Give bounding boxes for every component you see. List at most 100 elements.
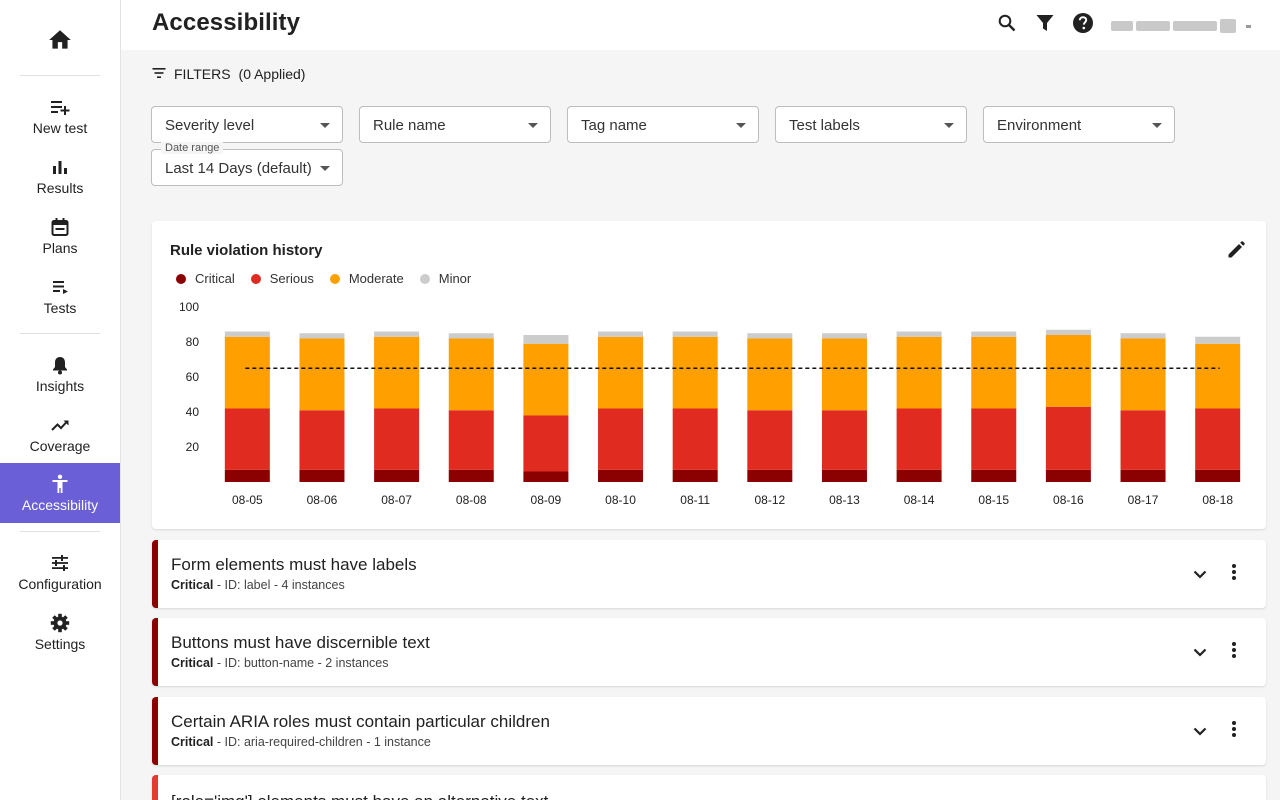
chevron-down-icon [1245, 17, 1253, 35]
rule-row-aria-required-children[interactable]: Certain ARIA roles must contain particul… [152, 697, 1266, 765]
severity-level-select[interactable]: Severity level [151, 106, 343, 143]
rule-violation-history-card: Rule violation history Critical Serious … [152, 221, 1266, 529]
bar-segment-moderate [1120, 338, 1166, 411]
rule-title: [role='img'] elements must have an alter… [171, 792, 548, 800]
x-tick-label: 08-16 [1053, 493, 1084, 507]
filters-applied-count: (0 Applied) [238, 66, 306, 82]
bar-segment-minor [1045, 329, 1091, 335]
x-tick-label: 08-10 [605, 493, 636, 507]
sidebar-item-tests[interactable]: Tests [0, 266, 120, 326]
y-tick-label: 40 [186, 405, 200, 419]
rule-row-button-name[interactable]: Buttons must have discernible text Criti… [152, 618, 1266, 686]
bar-segment-critical [896, 469, 942, 482]
sidebar-item-label: Settings [34, 636, 86, 652]
rule-row-label[interactable]: Form elements must have labels Critical … [152, 540, 1266, 608]
help-button[interactable] [1071, 12, 1095, 37]
more-options-button[interactable] [1222, 719, 1246, 743]
top-header: Accessibility [121, 0, 1280, 50]
legend-item-critical[interactable]: Critical [176, 271, 235, 286]
sidebar-item-new-test[interactable]: New test [0, 86, 120, 146]
sidebar-item-coverage[interactable]: Coverage [0, 404, 120, 464]
rule-severity: Critical [171, 656, 214, 670]
x-tick-label: 08-12 [754, 493, 785, 507]
legend-item-moderate[interactable]: Moderate [329, 271, 404, 286]
bar-segment-moderate [224, 336, 270, 409]
expand-button[interactable] [1188, 563, 1212, 587]
rule-severity: Critical [171, 578, 214, 592]
legend-item-minor[interactable]: Minor [419, 271, 471, 286]
bar-segment-critical [299, 469, 345, 482]
bar-segment-moderate [971, 336, 1017, 409]
rule-detail: - ID: aria-required-children - 1 instanc… [213, 735, 431, 749]
legend-label: Critical [195, 271, 235, 286]
rule-title: Certain ARIA roles must contain particul… [171, 712, 550, 731]
more-options-button[interactable] [1222, 562, 1246, 586]
date-range-label: Date range [161, 142, 224, 154]
bar-segment-minor [448, 333, 494, 339]
avatar [1111, 21, 1133, 31]
sidebar-item-configuration[interactable]: Configuration [0, 542, 120, 602]
sidebar-item-insights[interactable]: Insights [0, 344, 120, 404]
legend-swatch [176, 273, 186, 284]
bar-segment-serious [896, 408, 942, 470]
more-options-button[interactable] [1222, 640, 1246, 664]
bar-segment-critical [747, 469, 793, 482]
page-title: Accessibility [152, 9, 301, 36]
legend-item-serious[interactable]: Serious [250, 271, 314, 286]
rule-subtitle: Critical - ID: button-name - 2 instances [171, 656, 388, 670]
sidebar-item-label: Results [36, 180, 84, 196]
coverage-icon [50, 414, 70, 436]
bar-segment-moderate [299, 338, 345, 411]
bar-segment-serious [672, 408, 718, 470]
rule-subtitle: Critical - ID: aria-required-children - … [171, 735, 431, 749]
bar-segment-serious [1120, 410, 1166, 470]
gear-icon [50, 612, 70, 634]
tag-name-select[interactable]: Tag name [567, 106, 759, 143]
bar-segment-moderate [672, 336, 718, 409]
edit-chart-button[interactable] [1224, 240, 1248, 264]
user-name-redacted [1173, 21, 1217, 31]
sidebar-item-plans[interactable]: Plans [0, 206, 120, 266]
expand-button[interactable] [1188, 720, 1212, 744]
test-labels-select[interactable]: Test labels [775, 106, 967, 143]
home-icon [46, 27, 74, 58]
date-range-value: Last 14 Days (default) [165, 160, 312, 177]
filter-icon [1035, 13, 1055, 38]
bar-segment-serious [598, 408, 644, 470]
sidebar-item-label: Coverage [29, 438, 91, 454]
sidebar-item-results[interactable]: Results [0, 146, 120, 206]
sidebar-item-label: New test [32, 120, 88, 136]
bar-segment-critical [1195, 469, 1241, 482]
rule-name-select[interactable]: Rule name [359, 106, 551, 143]
bar-segment-minor [1120, 333, 1166, 339]
bar-segment-serious [1045, 406, 1091, 470]
bar-segment-minor [1195, 336, 1241, 344]
sidebar-item-label: Accessibility [21, 497, 99, 513]
bar-segment-critical [224, 469, 270, 482]
rule-row-role-img-alt[interactable]: [role='img'] elements must have an alter… [152, 775, 1266, 800]
bar-segment-serious [374, 408, 420, 470]
filter-button[interactable] [1033, 13, 1057, 37]
bar-segment-moderate [523, 343, 569, 416]
bar-segment-serious [448, 410, 494, 470]
select-placeholder: Tag name [581, 117, 647, 134]
filters-toggle[interactable]: FILTERS (0 Applied) [152, 66, 305, 82]
search-button[interactable] [995, 13, 1019, 37]
expand-button[interactable] [1188, 641, 1212, 665]
user-menu[interactable] [1111, 17, 1253, 35]
x-tick-label: 08-13 [829, 493, 860, 507]
user-name-redacted [1220, 19, 1236, 33]
date-range-select[interactable]: Date range Last 14 Days (default) [151, 142, 343, 186]
insights-icon [51, 354, 69, 376]
chevron-down-icon [1152, 123, 1162, 128]
y-tick-label: 20 [186, 440, 200, 454]
bar-segment-critical [672, 469, 718, 482]
bar-segment-critical [971, 469, 1017, 482]
home-button[interactable] [0, 22, 120, 62]
sidebar-item-settings[interactable]: Settings [0, 602, 120, 662]
environment-select[interactable]: Environment [983, 106, 1175, 143]
sidebar-item-label: Tests [43, 300, 77, 316]
sidebar: New test Results Plans Tests Insights Co… [0, 0, 121, 800]
bar-segment-serious [971, 408, 1017, 470]
sidebar-item-accessibility[interactable]: Accessibility [0, 463, 120, 523]
